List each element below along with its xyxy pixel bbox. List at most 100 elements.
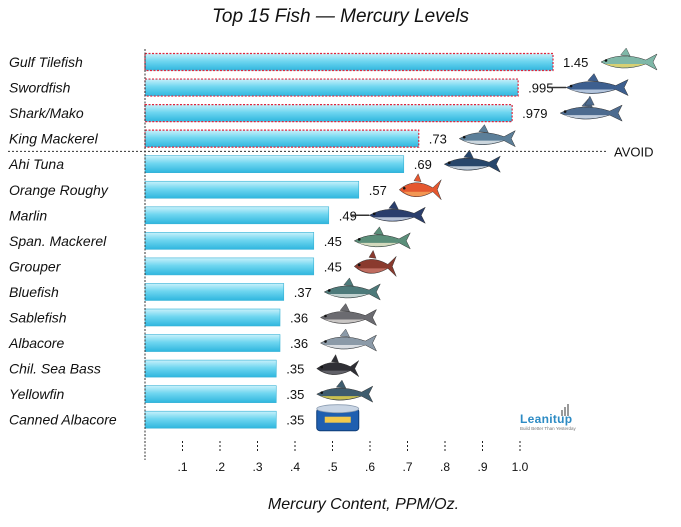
category-label: Canned Albacore <box>9 412 117 428</box>
category-label: Yellowfin <box>9 386 64 402</box>
spanish-mackerel-icon <box>353 226 411 250</box>
bar <box>144 359 277 378</box>
category-label: Bluefish <box>9 284 59 300</box>
fish-belly <box>358 242 398 247</box>
fish-eye <box>327 289 331 292</box>
bar <box>144 283 285 301</box>
fish-belly <box>448 166 488 170</box>
leanitup-logo: Leanitup Build Better Than Yesterday <box>518 404 598 434</box>
avoid-label: AVOID <box>614 144 654 159</box>
bar <box>144 308 281 327</box>
fish-fin <box>413 173 422 182</box>
fish-belly <box>324 345 365 349</box>
fish-belly <box>373 217 413 221</box>
fish-body <box>443 155 501 173</box>
value-label: .35 <box>286 387 304 402</box>
value-label: .69 <box>414 157 432 172</box>
fish-body <box>323 283 381 301</box>
fish-body <box>559 104 623 122</box>
fish-fin <box>335 379 347 389</box>
fish-eye <box>462 135 466 139</box>
category-label: Orange Roughy <box>9 182 109 198</box>
category-label: Sablefish <box>9 310 67 326</box>
fish-fin <box>339 303 350 312</box>
bar <box>144 334 281 352</box>
fish-fin <box>463 149 474 159</box>
fish-fin <box>388 200 399 210</box>
king-mackerel-icon <box>458 124 516 148</box>
orange-roughy-icon <box>398 173 442 200</box>
fish-eye <box>320 391 324 394</box>
canned-tuna-icon <box>316 404 360 432</box>
category-label: Span. Mackerel <box>9 233 107 249</box>
bar <box>144 232 315 250</box>
grouper-icon <box>353 249 397 277</box>
bar <box>144 206 330 225</box>
swordfish-icon <box>548 73 629 97</box>
fish-fin <box>478 124 489 133</box>
fish-eye <box>372 212 376 216</box>
fish-belly <box>328 293 368 298</box>
category-label: Marlin <box>9 207 47 223</box>
value-label: .35 <box>286 413 304 428</box>
fish-eye <box>569 84 573 88</box>
fish-belly <box>605 64 645 68</box>
x-tick-label: .7 <box>402 460 412 474</box>
fish-belly <box>320 396 361 400</box>
x-tick-label: .9 <box>477 460 487 474</box>
fish-fin <box>620 47 631 57</box>
fish-body <box>319 308 378 327</box>
x-tick-label: .1 <box>177 460 187 474</box>
category-label: Shark/Mako <box>9 105 84 121</box>
fish-belly <box>324 319 365 323</box>
value-label: .979 <box>522 106 547 121</box>
fish-belly <box>403 191 433 197</box>
value-label: .45 <box>324 259 342 274</box>
x-tick-label: .6 <box>365 460 375 474</box>
value-label: .36 <box>290 336 308 351</box>
x-axis-label: Mercury Content, PPM/Oz. <box>267 496 460 513</box>
x-tick-label: .3 <box>252 460 262 474</box>
category-label: Chil. Sea Bass <box>9 361 101 377</box>
fish-body <box>565 79 629 97</box>
fish-eye <box>402 186 406 190</box>
fish-eye <box>357 238 361 241</box>
chart-title: Top 15 Fish — Mercury Levels <box>212 6 469 27</box>
category-label: Swordfish <box>9 80 71 96</box>
fish-fin <box>373 226 384 236</box>
ahi-tuna-icon <box>443 149 501 173</box>
bar <box>144 257 315 276</box>
value-label: .35 <box>286 362 304 377</box>
fish-belly <box>320 370 350 375</box>
category-label: Ahi Tuna <box>8 156 64 172</box>
x-tick-label: .2 <box>215 460 225 474</box>
fish-eye <box>447 161 451 164</box>
category-label: Albacore <box>8 335 64 351</box>
x-tick-label: .8 <box>440 460 450 474</box>
value-label: .57 <box>369 183 387 198</box>
fish-eye <box>324 314 327 318</box>
marlin-icon <box>351 200 426 224</box>
bar <box>144 180 360 199</box>
fish-body <box>458 130 516 148</box>
fish-body <box>316 385 374 403</box>
bar <box>144 52 554 72</box>
bar <box>144 129 420 148</box>
category-label: King Mackerel <box>9 131 99 147</box>
shark-icon <box>559 95 623 122</box>
value-label: .73 <box>429 132 447 147</box>
albacore-icon <box>319 328 378 352</box>
tin-lid <box>316 404 360 414</box>
bar <box>144 78 519 97</box>
sea-bass-icon <box>316 354 359 377</box>
fish-body <box>316 360 359 377</box>
bluefish-icon <box>323 277 381 301</box>
fish-body <box>368 206 426 224</box>
bar <box>144 155 405 173</box>
value-label: .36 <box>290 311 308 326</box>
bar <box>144 385 277 403</box>
fish-eye <box>324 340 327 343</box>
tilefish-icon <box>600 47 658 71</box>
